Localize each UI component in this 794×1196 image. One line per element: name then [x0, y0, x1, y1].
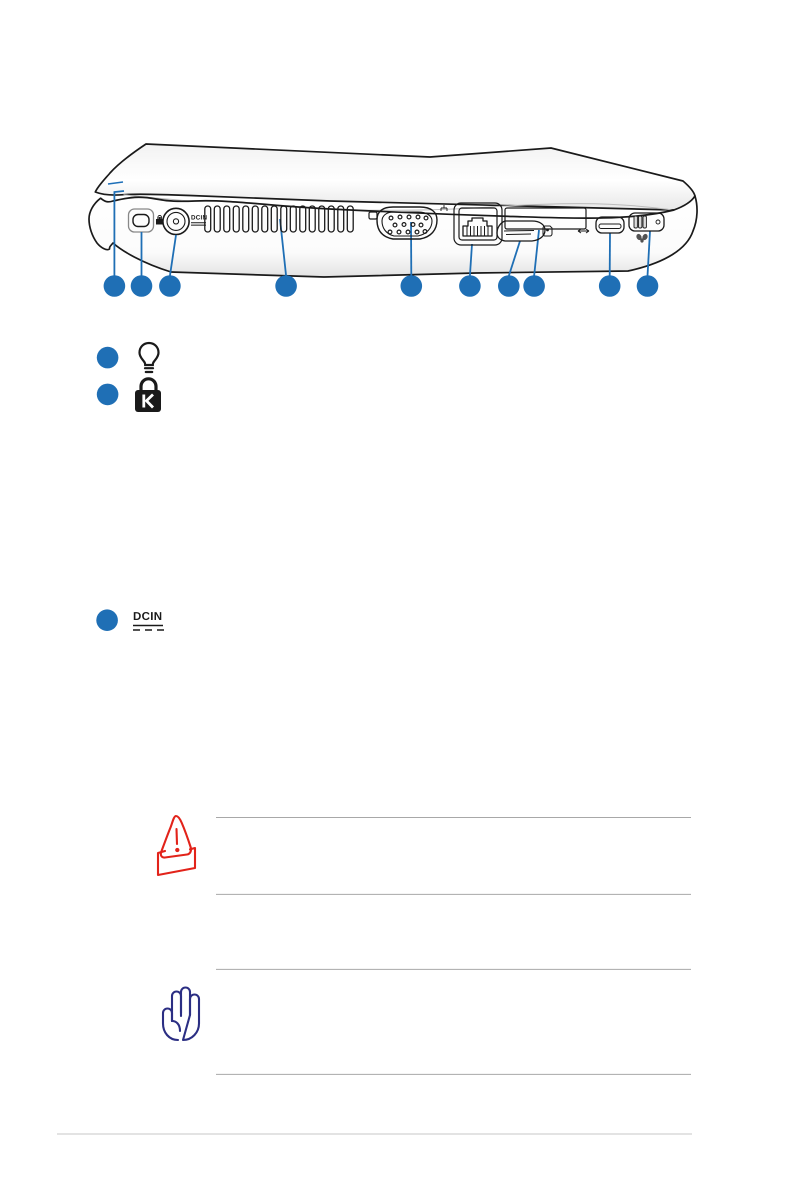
- svg-text:DCIN: DCIN: [133, 611, 162, 623]
